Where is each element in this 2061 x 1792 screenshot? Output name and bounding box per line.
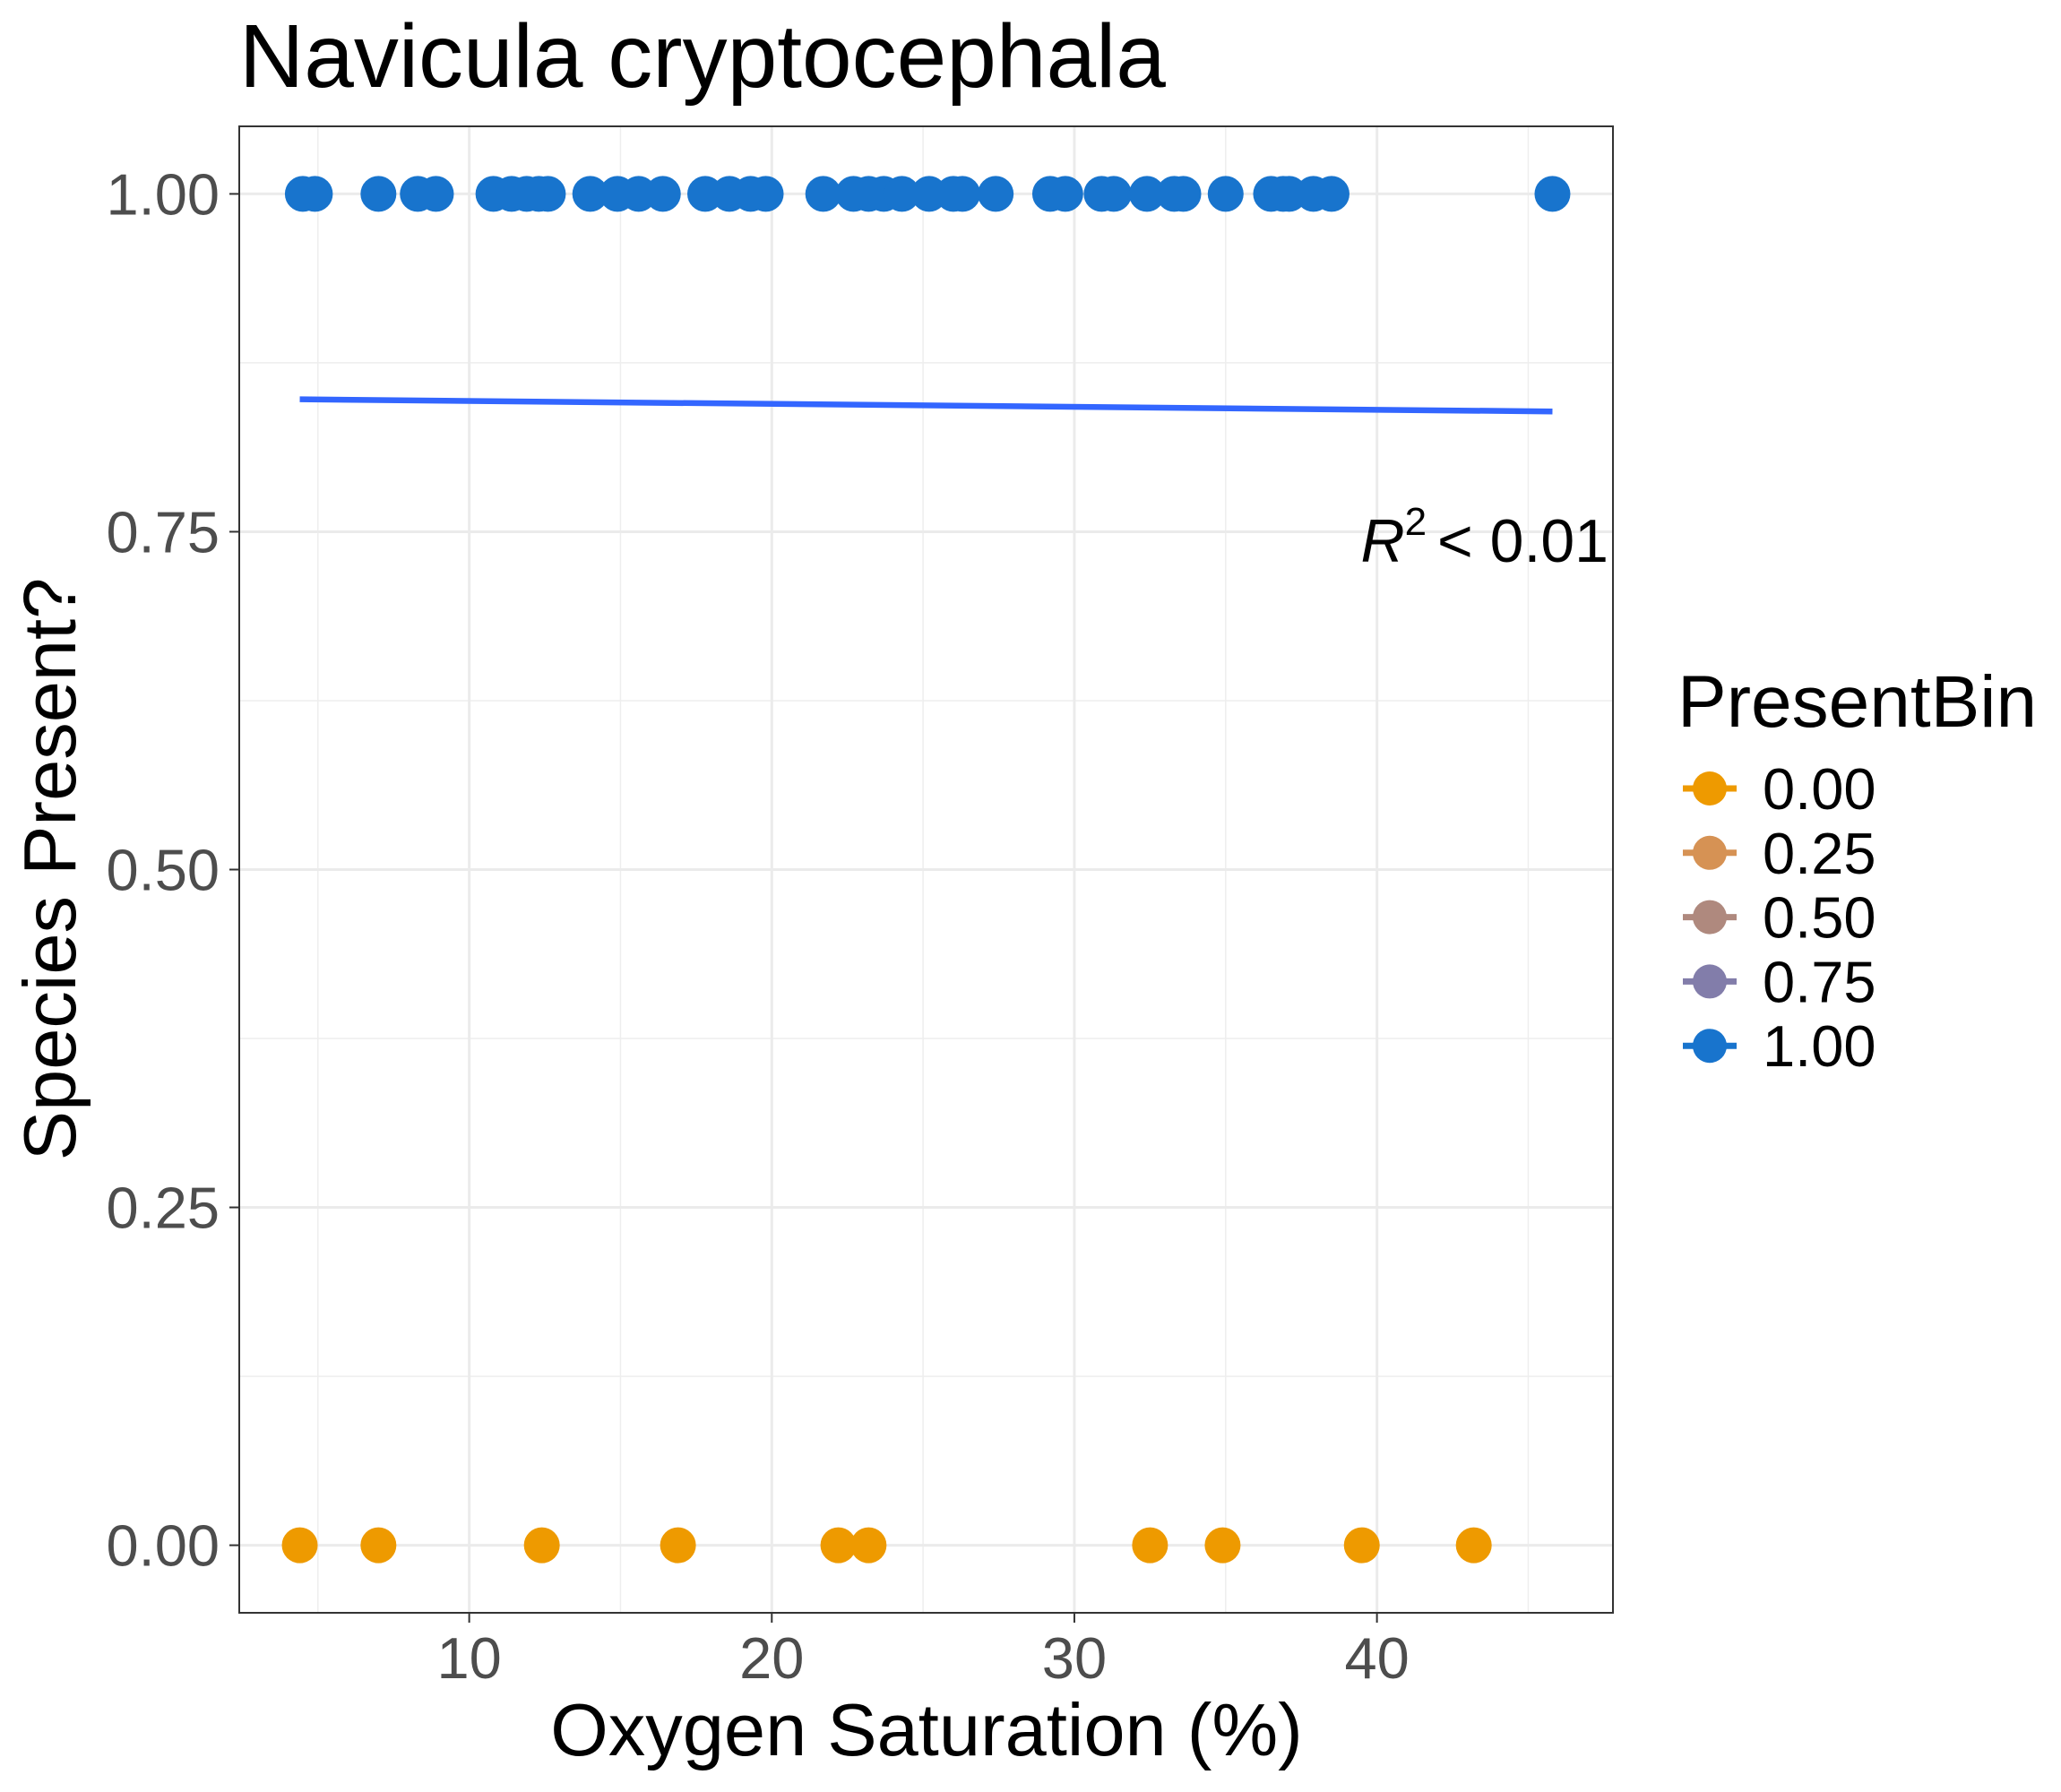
major-gridlines bbox=[239, 126, 1613, 1613]
data-point bbox=[1165, 176, 1202, 212]
data-point bbox=[978, 176, 1014, 212]
x-tick-label: 10 bbox=[436, 1625, 501, 1691]
y-tick-label: 1.00 bbox=[106, 161, 220, 227]
data-point bbox=[360, 1527, 397, 1564]
legend-entry: 0.75 bbox=[1683, 949, 1876, 1014]
data-point bbox=[1207, 176, 1244, 212]
fit-line bbox=[299, 396, 1553, 415]
data-point bbox=[660, 1527, 696, 1564]
r-symbol: R bbox=[1360, 507, 1404, 575]
x-tick-label: 30 bbox=[1042, 1625, 1107, 1691]
data-point bbox=[418, 176, 454, 212]
r-superscript: 2 bbox=[1405, 500, 1427, 544]
data-point bbox=[1128, 176, 1165, 212]
legend-key-point bbox=[1693, 835, 1727, 870]
legend-key-point bbox=[1693, 900, 1727, 935]
x-axis-title: Oxygen Saturation (%) bbox=[550, 1688, 1303, 1771]
axis-ticks: 0.00 0.25 0.50 0.75 1.00 10 20 30 40 bbox=[106, 161, 1409, 1691]
x-tick-label: 20 bbox=[739, 1625, 804, 1691]
data-point bbox=[1204, 1527, 1241, 1564]
legend-title: PresentBin bbox=[1677, 661, 2037, 743]
y-tick-label: 0.00 bbox=[106, 1513, 220, 1579]
legend-label: 0.00 bbox=[1763, 756, 1876, 822]
data-point bbox=[644, 176, 681, 212]
legend-entry: 0.50 bbox=[1683, 885, 1876, 951]
data-point bbox=[747, 176, 784, 212]
legend-key-point bbox=[1693, 771, 1727, 806]
legend-entry: 0.00 bbox=[1683, 756, 1876, 822]
data-point bbox=[805, 176, 841, 212]
data-point bbox=[281, 1527, 318, 1564]
data-point bbox=[297, 176, 333, 212]
data-point bbox=[530, 176, 566, 212]
data-point bbox=[820, 1527, 857, 1564]
data-point bbox=[944, 176, 981, 212]
data-point bbox=[850, 1527, 887, 1564]
data-point bbox=[1313, 176, 1350, 212]
chart-title: Navicula cryptocephala bbox=[239, 6, 1166, 107]
legend: PresentBin 0.000.250.500.751.00 bbox=[1677, 661, 2037, 1079]
legend-label: 1.00 bbox=[1763, 1013, 1876, 1079]
data-point bbox=[1132, 1527, 1168, 1564]
data-point bbox=[1343, 1527, 1380, 1564]
y-tick-label: 0.50 bbox=[106, 838, 220, 903]
data-point bbox=[1455, 1527, 1492, 1564]
legend-key-point bbox=[1693, 964, 1727, 999]
y-tick-label: 0.75 bbox=[106, 499, 220, 564]
y-tick-label: 0.25 bbox=[106, 1176, 220, 1241]
data-point bbox=[572, 176, 608, 212]
legend-entry: 0.25 bbox=[1683, 821, 1876, 886]
data-point bbox=[1047, 176, 1083, 212]
data-point bbox=[1534, 176, 1571, 212]
legend-entry: 1.00 bbox=[1683, 1013, 1876, 1079]
fit-line-layer bbox=[299, 396, 1553, 415]
legend-label: 0.50 bbox=[1763, 885, 1876, 951]
data-point bbox=[360, 176, 397, 212]
y-axis-title: Species Present? bbox=[8, 578, 91, 1161]
data-point bbox=[523, 1527, 560, 1564]
r-squared-annotation: R2 < 0.01 bbox=[1360, 500, 1608, 575]
legend-label: 0.75 bbox=[1763, 949, 1876, 1014]
r-squared-value: < 0.01 bbox=[1437, 507, 1608, 575]
legend-label: 0.25 bbox=[1763, 821, 1876, 886]
points-layer bbox=[281, 176, 1571, 1564]
legend-key-point bbox=[1693, 1029, 1727, 1064]
x-tick-label: 40 bbox=[1344, 1625, 1409, 1691]
data-point bbox=[884, 176, 920, 212]
data-point bbox=[1095, 176, 1132, 212]
